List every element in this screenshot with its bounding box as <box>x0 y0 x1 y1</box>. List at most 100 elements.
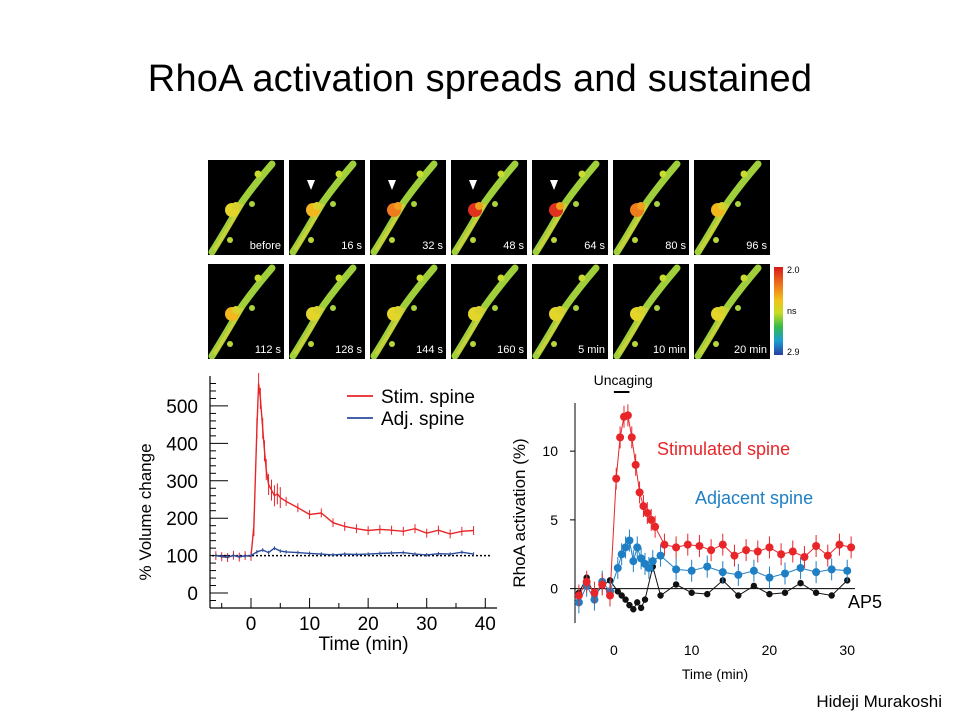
stimulated-spine-neck <box>637 306 645 314</box>
adjacent-spine-label: Adjacent spine <box>695 488 813 508</box>
dendrite-core <box>698 203 730 251</box>
adjacent-spine-point <box>796 564 805 572</box>
ap5-point <box>781 589 789 596</box>
dendrite-image <box>208 160 276 255</box>
dendrite-image <box>208 264 276 359</box>
spine-image-tile: 10 min <box>613 264 689 359</box>
spine-head <box>573 305 579 311</box>
spine-image-tile: 48 s <box>451 160 527 255</box>
dendrite-core <box>617 307 649 355</box>
rhoa-activation-chart: 0 5 10 0 10 20 30 Time (min) RhoA activation (%)… <box>510 372 882 682</box>
stimulated-spine-neck <box>475 202 483 210</box>
y-tick-label: 5 <box>550 512 558 528</box>
legend-label: Stim. spine <box>381 387 475 408</box>
dendrite-core <box>212 307 244 355</box>
frame-time-label: 128 s <box>335 344 362 356</box>
adjacent-spine-point <box>687 566 696 575</box>
stimulated-spine-point <box>631 460 640 469</box>
ap5-point <box>766 590 773 598</box>
spine-image-tile: 5 min <box>532 264 608 359</box>
y-axis-label: RhoA activation (%) <box>510 438 529 587</box>
stimulated-spine-point <box>627 433 636 442</box>
adjacent-spine-point <box>621 543 630 552</box>
spine-head <box>389 237 395 243</box>
spine-head <box>254 274 262 282</box>
slide-title: RhoA activation spreads and sustained <box>147 58 813 100</box>
adjacent-spine-point <box>781 569 789 578</box>
dendrite-image <box>532 160 600 255</box>
adjacent-spine-point <box>613 564 622 572</box>
stimulated-spine-point <box>598 580 607 589</box>
spine-image-tile: before <box>208 160 284 255</box>
x-tick-label: 10 <box>299 614 320 635</box>
spine-head <box>330 305 336 311</box>
ap5-label: AP5 <box>848 592 882 612</box>
spine-image-tile: 16 s <box>289 160 365 255</box>
dendrite-core <box>455 203 487 251</box>
adjacent-spine-point <box>644 564 653 572</box>
stimulated-spine-point <box>672 543 681 552</box>
spine-head <box>578 170 586 178</box>
stimulated-spine-point <box>823 551 832 560</box>
spine-image-tile: 112 s <box>208 264 284 359</box>
arrowhead-icon <box>469 180 477 190</box>
ap5-point <box>637 604 645 612</box>
ap5-line <box>578 566 848 611</box>
dendrite-core <box>374 307 406 355</box>
adjacent-spine-point <box>629 557 638 566</box>
adjacent-spine-point <box>765 573 774 582</box>
spine-head <box>497 274 505 282</box>
stimulated-spine-point <box>651 522 660 531</box>
ap5-point <box>735 592 742 599</box>
y-axis-label: % Volume change <box>136 443 155 580</box>
dendrite-image <box>694 160 762 255</box>
spine-head <box>632 237 638 243</box>
x-tick-label: 30 <box>839 642 855 658</box>
stimulated-spine-neck <box>718 202 726 210</box>
x-tick-label: 20 <box>358 614 379 635</box>
dendrite-core <box>293 203 325 251</box>
ap5-point <box>618 592 625 599</box>
spine-head <box>249 201 255 207</box>
dendrite-core <box>455 307 487 355</box>
x-tick-label: 0 <box>610 642 618 658</box>
y-tick-label: 100 <box>166 547 198 568</box>
dendrite-core <box>698 307 730 355</box>
ap5-point <box>704 590 711 598</box>
spine-head <box>308 237 314 243</box>
spine-image-tile: 32 s <box>370 160 446 255</box>
dendrite-image <box>370 264 438 359</box>
x-tick-label: 30 <box>416 614 437 635</box>
spine-head <box>470 341 476 347</box>
adjacent-spine-point <box>812 568 821 577</box>
colorbar-bottom-label: 2.9 <box>787 347 800 357</box>
stimulated-spine-neck <box>313 202 321 210</box>
stimulated-spine-point <box>635 488 644 497</box>
ap5-point <box>828 592 835 599</box>
x-tick-label: 40 <box>475 614 496 635</box>
frame-time-label: 10 min <box>652 344 686 356</box>
stimulated-spine-neck <box>232 202 240 210</box>
spine-head <box>335 170 343 178</box>
stimulated-spine-neck <box>313 306 321 314</box>
stimulated-spine-point <box>660 540 669 549</box>
spine-head <box>632 341 638 347</box>
spine-head <box>659 170 667 178</box>
spine-head <box>740 170 748 178</box>
dendrite-image <box>532 264 600 359</box>
y-tick-label: 500 <box>166 397 198 418</box>
ap5-point <box>641 596 649 603</box>
stimulated-spine-point <box>777 550 786 559</box>
spine-image-tile: 64 s <box>532 160 608 255</box>
y-tick-label: 0 <box>187 584 198 605</box>
dendrite-image <box>613 160 681 255</box>
frame-time-label: 20 min <box>733 344 767 356</box>
dendrite-image <box>370 160 438 255</box>
spine-head <box>470 237 476 243</box>
legend-label: Adj. spine <box>381 409 464 430</box>
spine-head <box>308 341 314 347</box>
spine-head <box>254 170 262 178</box>
adjacent-spine-point <box>843 566 852 575</box>
spine-head <box>713 341 719 347</box>
spine-head <box>578 274 586 282</box>
